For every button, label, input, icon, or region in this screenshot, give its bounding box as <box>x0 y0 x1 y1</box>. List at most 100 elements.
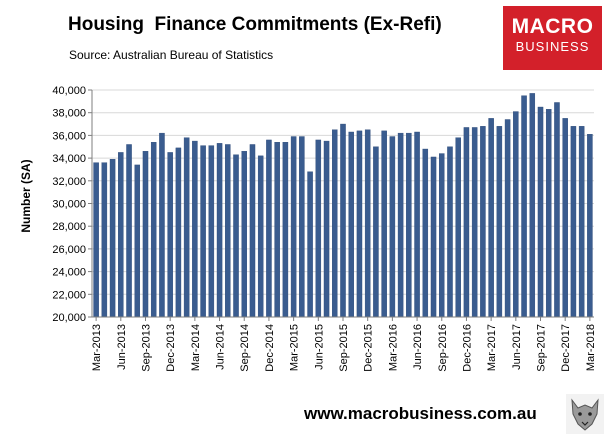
bar <box>455 137 461 318</box>
bar <box>332 129 338 318</box>
bar <box>233 154 239 318</box>
bar <box>274 142 280 318</box>
bar <box>315 139 322 318</box>
bar <box>554 102 560 318</box>
bar <box>587 134 593 318</box>
bar <box>208 145 215 318</box>
wolf-mascot-icon <box>566 394 604 434</box>
bar <box>463 127 470 318</box>
y-tick-label: 24,000 <box>52 267 86 279</box>
bar <box>175 147 182 318</box>
y-tick-label: 34,000 <box>52 153 86 165</box>
footer-url: www.macrobusiness.com.au <box>304 404 537 423</box>
bar <box>373 146 379 318</box>
bar <box>356 130 363 318</box>
bar <box>422 148 429 318</box>
chart-title: Housing Finance Commitments (Ex-Refi) <box>68 14 442 35</box>
x-tick-label: Mar-2016 <box>387 324 399 371</box>
bar <box>471 127 478 318</box>
bar <box>397 132 404 318</box>
logo-line-1: MACRO <box>511 15 594 38</box>
y-tick-label: 22,000 <box>52 289 86 301</box>
bar <box>257 155 264 318</box>
bar <box>389 136 396 318</box>
bar <box>159 132 165 318</box>
bar <box>521 95 527 318</box>
bar <box>290 136 297 318</box>
y-tick-label: 20,000 <box>52 312 86 324</box>
x-tick-label: Dec-2017 <box>560 324 572 372</box>
bar <box>183 137 190 318</box>
bar <box>249 144 256 318</box>
x-tick-label: Sep-2016 <box>437 324 449 372</box>
bar <box>241 151 247 318</box>
x-tick-label: Dec-2015 <box>363 324 375 372</box>
bar <box>101 162 108 318</box>
y-tick-label: 40,000 <box>52 85 86 97</box>
bar-series <box>93 93 593 318</box>
bar <box>504 119 511 318</box>
bar <box>496 126 503 318</box>
x-tick-label: Jun-2015 <box>313 324 325 370</box>
bar <box>118 152 124 318</box>
x-tick-label: Mar-2015 <box>289 324 301 371</box>
bar <box>299 136 305 318</box>
bar <box>488 118 494 318</box>
bar <box>126 144 132 318</box>
bar <box>167 152 173 318</box>
x-tick-label: Sep-2015 <box>338 324 350 372</box>
x-tick-label: Jun-2016 <box>412 324 424 370</box>
x-axis-ticks: Mar-2013 Jun-2013 Sep-2013 Dec-2013 Mar-2014… <box>91 317 597 372</box>
bar <box>142 151 149 318</box>
bar <box>570 126 577 318</box>
x-tick-label: Dec-2013 <box>165 324 177 372</box>
bar <box>307 171 313 318</box>
y-tick-label: 28,000 <box>52 221 86 233</box>
bar <box>406 132 412 318</box>
x-tick-label: Mar-2017 <box>486 324 498 371</box>
x-tick-label: Jun-2013 <box>116 324 128 370</box>
bar <box>225 144 231 318</box>
bar <box>513 111 519 318</box>
bar <box>480 126 486 318</box>
bar <box>430 156 437 318</box>
bar <box>134 164 141 318</box>
bar <box>439 153 445 318</box>
bar <box>537 106 544 318</box>
y-tick-label: 38,000 <box>52 108 86 120</box>
bar <box>545 109 552 318</box>
bar <box>578 126 585 318</box>
bar <box>216 143 223 318</box>
x-tick-label: Jun-2014 <box>215 324 227 370</box>
bar <box>381 130 387 318</box>
y-tick-label: 26,000 <box>52 244 86 256</box>
chart-source: Source: Australian Bureau of Statistics <box>69 48 274 62</box>
y-axis-ticks: 20,000 22,000 24,000 26,000 28,000 30,000 32,0… <box>52 85 92 324</box>
bar <box>562 118 568 318</box>
bar <box>323 140 330 318</box>
bar <box>282 142 289 318</box>
x-tick-label: Mar-2014 <box>190 324 202 371</box>
bar <box>109 159 116 318</box>
y-tick-label: 36,000 <box>52 130 86 142</box>
macrobusiness-logo: MACRO BUSINESS <box>503 6 602 70</box>
bar <box>447 146 453 318</box>
x-tick-label: Jun-2017 <box>511 324 523 370</box>
x-tick-label: Dec-2016 <box>461 324 473 372</box>
x-tick-label: Sep-2017 <box>536 324 548 372</box>
bar <box>192 140 198 318</box>
bar <box>266 139 272 318</box>
y-tick-label: 32,000 <box>52 176 86 188</box>
x-tick-label: Dec-2014 <box>264 324 276 372</box>
bar <box>340 123 346 318</box>
x-tick-label: Sep-2014 <box>239 324 251 372</box>
x-tick-label: Sep-2013 <box>140 324 152 372</box>
x-tick-label: Mar-2013 <box>91 324 103 371</box>
bar <box>200 145 206 318</box>
bar <box>348 131 354 318</box>
bar <box>414 131 420 318</box>
y-tick-label: 30,000 <box>52 199 86 211</box>
bar <box>150 142 157 318</box>
y-axis-label: Number (SA) <box>19 159 33 232</box>
